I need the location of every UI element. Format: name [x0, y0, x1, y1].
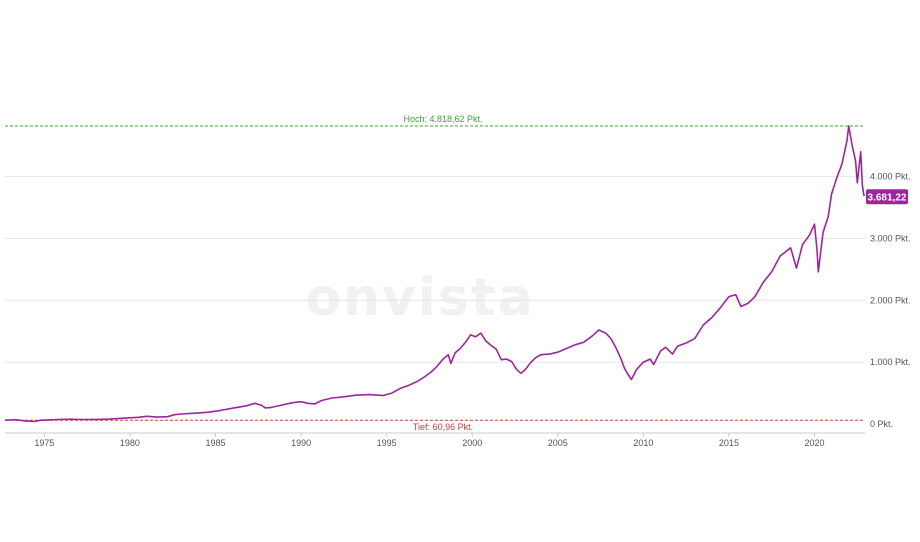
x-tick-label: 2005	[548, 438, 568, 448]
y-axis: 0 Pkt. 1.000 Pkt. 2.000 Pkt. 3.000 Pkt. 4.00…	[870, 172, 911, 429]
x-tick-label: 2000	[462, 438, 482, 448]
x-tick-label: 1995	[377, 438, 397, 448]
last-value-badge: 3.681,22	[866, 189, 908, 205]
x-tick-label: 1990	[291, 438, 311, 448]
grid-lines	[5, 176, 865, 363]
y-tick-label: 4.000 Pkt.	[870, 172, 911, 182]
y-tick-label: 2.000 Pkt.	[870, 295, 911, 305]
x-tick-label: 2010	[633, 438, 653, 448]
y-tick-label: 1.000 Pkt.	[870, 357, 911, 367]
low-reference-label: Tief: 60,96 Pkt.	[413, 422, 473, 432]
high-reference-label: Hoch: 4.818,62 Pkt.	[403, 114, 482, 124]
last-value-badge-bg	[866, 189, 908, 205]
x-tick-label: 2015	[719, 438, 739, 448]
watermark-logo: onvista	[305, 268, 534, 328]
last-value-badge-label: 3.681,22	[868, 192, 907, 203]
x-axis: 1975 1980 1985 1990 1995 2000 2005 2010 2015 2020	[5, 432, 865, 448]
x-tick-label: 2020	[804, 438, 824, 448]
y-tick-label: 3.000 Pkt.	[870, 233, 911, 243]
series-line	[4, 125, 865, 423]
x-tick-label: 1975	[34, 438, 54, 448]
y-tick-label: 0 Pkt.	[870, 419, 893, 429]
reference-lines: Hoch: 4.818,62 Pkt. Tief: 60,96 Pkt.	[5, 114, 865, 432]
x-tick-label: 1980	[120, 438, 140, 448]
x-tick-label: 1985	[205, 438, 225, 448]
